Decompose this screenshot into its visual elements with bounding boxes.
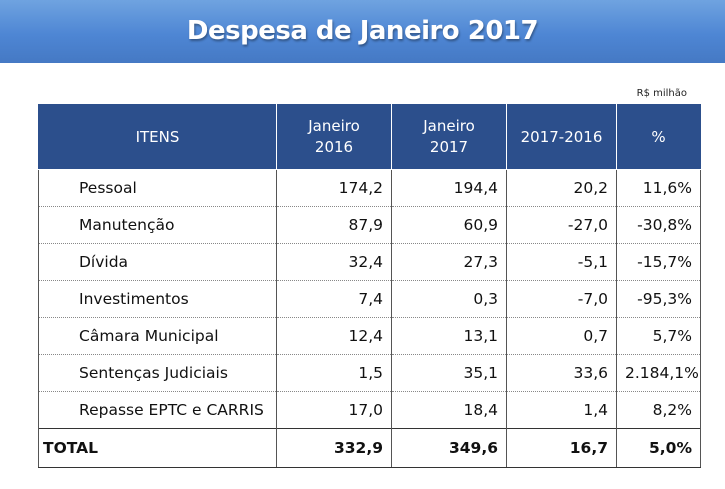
cell-jan2017: 35,1 xyxy=(391,354,507,392)
total-jan2017: 349,6 xyxy=(391,428,507,468)
header-jan2017-line2: 2017 xyxy=(429,138,469,156)
total-pct: 5,0% xyxy=(616,428,701,468)
cell-diff: -5,1 xyxy=(506,243,617,281)
table-header-row: ITENS Janeiro 2016 Janeiro 2017 2017-2016 … xyxy=(38,104,701,170)
table-row: Dívida 32,4 27,3 -5,1 -15,7% xyxy=(38,243,701,281)
cell-diff: -7,0 xyxy=(506,280,617,318)
cell-jan2017: 60,9 xyxy=(391,206,507,244)
cell-diff: 20,2 xyxy=(506,169,617,207)
unit-note: R$ milhão xyxy=(636,88,687,99)
cell-jan2016: 87,9 xyxy=(276,206,392,244)
expense-table: ITENS Janeiro 2016 Janeiro 2017 2017-2016 … xyxy=(38,104,701,468)
cell-item: Sentenças Judiciais xyxy=(38,354,277,392)
cell-jan2016: 7,4 xyxy=(276,280,392,318)
title-banner xyxy=(0,0,725,63)
cell-item: Dívida xyxy=(38,243,277,281)
table-row: Pessoal 174,2 194,4 20,2 11,6% xyxy=(38,169,701,207)
cell-diff: 33,6 xyxy=(506,354,617,392)
header-pct: % xyxy=(616,104,701,170)
total-label: TOTAL xyxy=(38,428,277,468)
cell-item: Manutenção xyxy=(38,206,277,244)
cell-jan2016: 17,0 xyxy=(276,391,392,429)
table-row: Sentenças Judiciais 1,5 35,1 33,6 2.184,… xyxy=(38,354,701,392)
table-row: Manutenção 87,9 60,9 -27,0 -30,8% xyxy=(38,206,701,244)
cell-jan2016: 32,4 xyxy=(276,243,392,281)
total-row: TOTAL 332,9 349,6 16,7 5,0% xyxy=(38,428,701,468)
total-jan2016: 332,9 xyxy=(276,428,392,468)
header-diff: 2017-2016 xyxy=(506,104,617,170)
header-jan2016-line2: 2016 xyxy=(314,138,354,156)
cell-pct: -30,8% xyxy=(616,206,701,244)
cell-jan2017: 194,4 xyxy=(391,169,507,207)
cell-item: Câmara Municipal xyxy=(38,317,277,355)
cell-pct: 11,6% xyxy=(616,169,701,207)
page-title: Despesa de Janeiro 2017 xyxy=(186,16,539,46)
table-row: Câmara Municipal 12,4 13,1 0,7 5,7% xyxy=(38,317,701,355)
cell-pct: -15,7% xyxy=(616,243,701,281)
cell-jan2016: 12,4 xyxy=(276,317,392,355)
cell-pct: 8,2% xyxy=(616,391,701,429)
cell-item: Pessoal xyxy=(38,169,277,207)
cell-diff: 1,4 xyxy=(506,391,617,429)
cell-jan2016: 1,5 xyxy=(276,354,392,392)
cell-diff: 0,7 xyxy=(506,317,617,355)
cell-pct: 5,7% xyxy=(616,317,701,355)
cell-item: Repasse EPTC e CARRIS xyxy=(38,391,277,429)
cell-jan2017: 27,3 xyxy=(391,243,507,281)
cell-jan2016: 174,2 xyxy=(276,169,392,207)
header-jan2017: Janeiro 2017 xyxy=(391,104,507,170)
header-jan2016: Janeiro 2016 xyxy=(276,104,392,170)
cell-diff: -27,0 xyxy=(506,206,617,244)
cell-item: Investimentos xyxy=(38,280,277,318)
header-items: ITENS xyxy=(38,104,277,170)
cell-pct: -95,3% xyxy=(616,280,701,318)
header-jan2016-line1: Janeiro xyxy=(308,117,360,135)
cell-jan2017: 0,3 xyxy=(391,280,507,318)
table-row: Repasse EPTC e CARRIS 17,0 18,4 1,4 8,2% xyxy=(38,391,701,429)
cell-jan2017: 18,4 xyxy=(391,391,507,429)
total-diff: 16,7 xyxy=(506,428,617,468)
header-jan2017-line1: Janeiro xyxy=(423,117,475,135)
table-row: Investimentos 7,4 0,3 -7,0 -95,3% xyxy=(38,280,701,318)
cell-jan2017: 13,1 xyxy=(391,317,507,355)
cell-pct: 2.184,1% xyxy=(616,354,701,392)
